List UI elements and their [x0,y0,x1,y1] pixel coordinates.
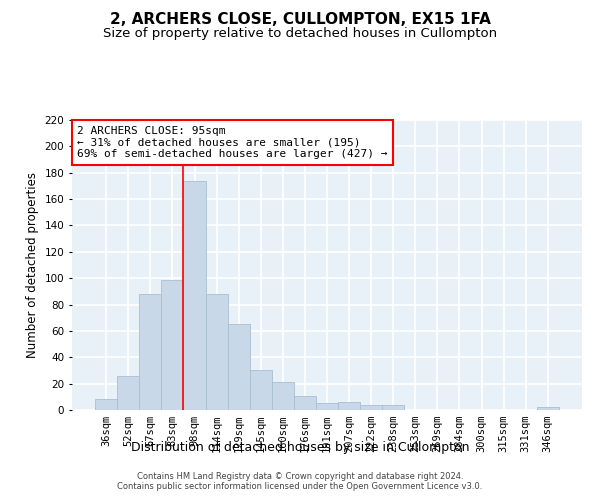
Bar [227,324,250,410]
Bar [95,400,117,410]
Text: 2 ARCHERS CLOSE: 95sqm
← 31% of detached houses are smaller (195)
69% of semi-de: 2 ARCHERS CLOSE: 95sqm ← 31% of detached… [77,126,388,159]
Text: Distribution of detached houses by size in Cullompton: Distribution of detached houses by size … [131,441,469,454]
Bar [139,294,161,410]
Bar [117,376,139,410]
Bar [161,280,184,410]
Bar [250,370,272,410]
Y-axis label: Number of detached properties: Number of detached properties [26,172,39,358]
Text: 2, ARCHERS CLOSE, CULLOMPTON, EX15 1FA: 2, ARCHERS CLOSE, CULLOMPTON, EX15 1FA [110,12,490,28]
Text: Contains HM Land Registry data © Crown copyright and database right 2024.: Contains HM Land Registry data © Crown c… [137,472,463,481]
Bar [338,402,360,410]
Bar [382,404,404,410]
Bar [360,404,382,410]
Text: Size of property relative to detached houses in Cullompton: Size of property relative to detached ho… [103,28,497,40]
Bar [272,382,294,410]
Bar [316,404,338,410]
Bar [206,294,227,410]
Bar [537,408,559,410]
Text: Contains public sector information licensed under the Open Government Licence v3: Contains public sector information licen… [118,482,482,491]
Bar [184,180,206,410]
Bar [294,396,316,410]
